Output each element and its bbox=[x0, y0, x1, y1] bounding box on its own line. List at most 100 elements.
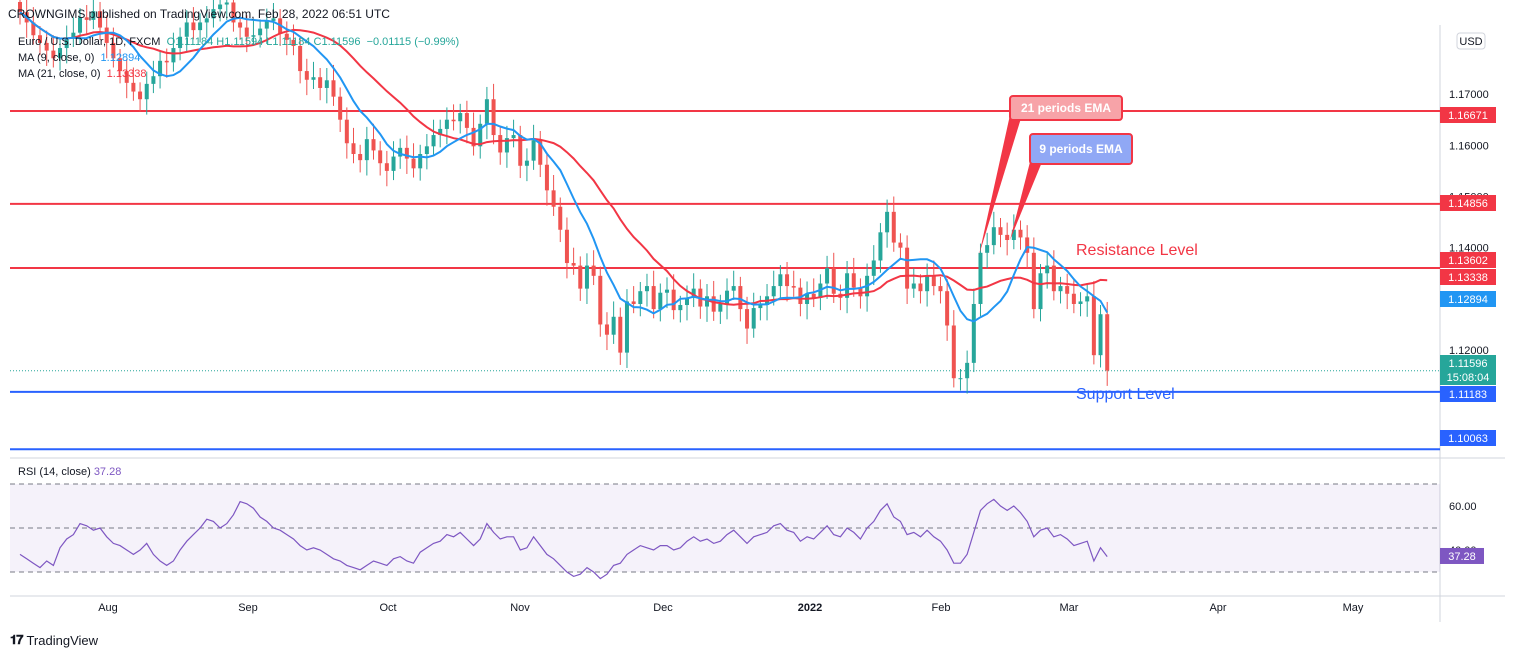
ema9-callout-text: 9 periods EMA bbox=[1039, 142, 1123, 156]
candle-body bbox=[998, 227, 1003, 235]
legend-symbol[interactable]: Euro / U.S. Dollar, 1D, FXCM bbox=[18, 36, 161, 48]
legend-ma21-label[interactable]: MA (21, close, 0) bbox=[18, 68, 101, 80]
candle-body bbox=[538, 140, 543, 165]
chart-legend: Euro / U.S. Dollar, 1D, FXCM O1.11184 H1… bbox=[18, 34, 459, 82]
candle-body bbox=[971, 303, 976, 363]
candle-body bbox=[1005, 234, 1010, 240]
candle-body bbox=[785, 274, 790, 287]
time-tick-label: May bbox=[1343, 602, 1364, 614]
candle-body bbox=[231, 2, 236, 23]
candle-body bbox=[671, 289, 676, 311]
candle-body bbox=[504, 138, 509, 153]
ema21-callout: 21 periods EMA bbox=[979, 95, 1123, 255]
candle-body bbox=[98, 11, 103, 28]
candle-body bbox=[885, 211, 890, 233]
candle-body bbox=[518, 135, 523, 166]
price-tag-bg bbox=[1440, 291, 1496, 307]
price-tag: 1.10063 bbox=[1440, 430, 1496, 446]
candle-body bbox=[358, 154, 363, 161]
candle-body bbox=[171, 48, 176, 63]
candle-body bbox=[751, 308, 756, 329]
candle-body bbox=[151, 76, 156, 84]
price-tag-bg bbox=[1440, 386, 1496, 402]
ema21-callout-box bbox=[1009, 95, 1123, 121]
candle-body bbox=[224, 2, 229, 5]
legend-change: −0.01115 (−0.99%) bbox=[366, 36, 460, 48]
candle-body bbox=[191, 22, 196, 31]
price-tag-label: 1.16671 bbox=[1448, 110, 1488, 122]
rsi-legend-label[interactable]: RSI (14, close) bbox=[18, 466, 91, 478]
ema21-callout-text: 21 periods EMA bbox=[1021, 101, 1111, 115]
legend-ohlc: O1.11184 H1.11594 L1.11184 C1.11596 bbox=[166, 36, 361, 48]
candle-body bbox=[471, 127, 476, 147]
legend-symbol-row: Euro / U.S. Dollar, 1D, FXCM O1.11184 H1… bbox=[18, 34, 459, 50]
candle-body bbox=[925, 275, 930, 292]
rsi-price-tag: 37.28 bbox=[1440, 547, 1484, 564]
candle-body bbox=[991, 227, 996, 246]
candle-body bbox=[791, 286, 796, 288]
time-tick-label: Dec bbox=[653, 602, 673, 614]
rsi-legend-value: 37.28 bbox=[93, 466, 122, 478]
price-tag: 1.11183 bbox=[1440, 386, 1496, 402]
time-tick-label: 2022 bbox=[798, 602, 822, 614]
candle-body bbox=[958, 378, 963, 380]
price-axis-ticks: 1.170001.160001.150001.140001.130001.120… bbox=[1449, 89, 1489, 357]
resistance-label: Resistance Level bbox=[1076, 242, 1198, 259]
price-tag: 1.16671 bbox=[1440, 107, 1496, 123]
candle-body bbox=[685, 297, 689, 306]
currency-button-label[interactable]: USD bbox=[1459, 36, 1482, 48]
price-tag: 15:08:04 bbox=[1440, 369, 1496, 385]
candle-body bbox=[258, 28, 263, 36]
candle-body bbox=[938, 286, 943, 292]
time-tick-label: Mar bbox=[1060, 602, 1079, 614]
candle-body bbox=[1091, 296, 1096, 356]
currency-button[interactable]: USD bbox=[1456, 32, 1486, 50]
candle-body bbox=[731, 286, 736, 291]
candle-body bbox=[544, 164, 549, 191]
candle-body bbox=[1105, 314, 1110, 371]
candle-body bbox=[911, 283, 916, 289]
rsi-line bbox=[19, 498, 1108, 580]
candle-body bbox=[344, 119, 349, 144]
footer-brand[interactable]: 𝟏𝟕 TradingView bbox=[10, 632, 98, 648]
candle-body bbox=[511, 135, 516, 139]
price-tick-label: 1.14000 bbox=[1449, 243, 1489, 255]
price-tag-bg bbox=[1440, 195, 1496, 211]
price-tag-bg bbox=[1440, 355, 1496, 371]
legend-ma9-value: 1.12894 bbox=[100, 52, 141, 64]
candle-body bbox=[551, 190, 556, 207]
candle-body bbox=[578, 265, 583, 289]
candle-body bbox=[1085, 296, 1090, 302]
currency-button-frame[interactable] bbox=[1456, 32, 1486, 50]
legend-ma9-row: MA (9, close, 0) 1.12894 bbox=[18, 50, 459, 66]
candle-body bbox=[831, 268, 836, 294]
candle-body bbox=[558, 206, 563, 230]
time-tick-label: Aug bbox=[98, 602, 118, 614]
ma9-line bbox=[19, 11, 1109, 323]
candle-body bbox=[44, 42, 49, 51]
candle-body bbox=[951, 325, 956, 379]
candle-body bbox=[318, 77, 323, 88]
candle-body bbox=[778, 274, 783, 287]
candle-body bbox=[718, 303, 723, 312]
candle-body bbox=[71, 32, 76, 38]
candle-body bbox=[631, 301, 636, 304]
time-tick-label: Sep bbox=[238, 602, 258, 614]
candle-body bbox=[31, 22, 36, 36]
price-tag-bg bbox=[1440, 252, 1496, 268]
candle-body bbox=[811, 293, 816, 298]
candle-body bbox=[591, 265, 596, 276]
candle-body bbox=[624, 301, 629, 353]
candle-body bbox=[404, 147, 409, 159]
legend-ma9-label[interactable]: MA (9, close, 0) bbox=[18, 52, 95, 64]
candle-body bbox=[898, 242, 903, 248]
candle-body bbox=[491, 99, 496, 136]
candle-body bbox=[1098, 314, 1103, 356]
candle-body bbox=[291, 39, 296, 46]
candle-body bbox=[965, 362, 970, 379]
ema9-callout-box bbox=[1029, 133, 1133, 165]
candle-body bbox=[384, 163, 389, 171]
candle-body bbox=[284, 33, 289, 40]
price-tag: 1.11596 bbox=[1440, 355, 1496, 371]
